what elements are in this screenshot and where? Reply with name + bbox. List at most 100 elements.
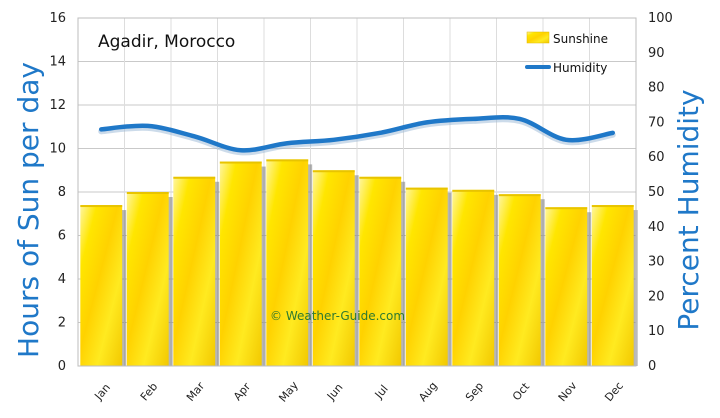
bar-top-edge xyxy=(591,205,634,208)
chart-title: Agadir, Morocco xyxy=(98,32,235,52)
y-right-tick-label: 40 xyxy=(648,220,665,235)
x-tick-label: Oct xyxy=(510,380,533,403)
bar-top-edge xyxy=(266,159,309,162)
humidity-point xyxy=(285,141,289,145)
plot-frame xyxy=(77,17,637,367)
bar-shadow xyxy=(400,181,406,366)
legend-label-sunshine: Sunshine xyxy=(553,32,608,46)
bar-group xyxy=(452,189,499,366)
bar-group xyxy=(498,194,545,366)
bar-group xyxy=(591,205,638,366)
y-right-tick-label: 80 xyxy=(648,81,665,96)
bar xyxy=(498,194,541,366)
humidity-point xyxy=(192,134,196,138)
bar-group xyxy=(405,187,452,366)
x-tick-label: Jun xyxy=(324,381,346,403)
bar-top-edge xyxy=(498,194,541,197)
bar-shadow xyxy=(586,212,592,366)
bar-top-edge xyxy=(545,207,588,210)
y-right-tick-label: 100 xyxy=(648,11,673,26)
bar-top-edge xyxy=(452,189,495,192)
x-tick-label: Apr xyxy=(231,380,253,403)
bar-shadow xyxy=(307,164,313,366)
x-tick-label: Aug xyxy=(416,379,440,404)
y-right-tick-label: 20 xyxy=(648,289,665,304)
x-tick-label: Feb xyxy=(138,380,160,403)
bar-shadow xyxy=(121,210,127,366)
y-axis-right-title: Percent Humidity xyxy=(672,89,705,330)
humidity-point xyxy=(239,148,243,152)
bar xyxy=(545,207,588,366)
bar-group xyxy=(545,207,592,366)
bar-top-edge xyxy=(359,176,402,179)
y-left-tick-label: 14 xyxy=(49,55,66,70)
watermark: © Weather-Guide.com xyxy=(270,309,405,323)
x-tick-label: Dec xyxy=(602,379,626,404)
bar-shadow xyxy=(493,194,499,366)
humidity-point xyxy=(564,138,568,142)
bar-group xyxy=(219,161,266,366)
humidity-point xyxy=(611,131,615,135)
bar xyxy=(219,161,262,366)
humidity-point xyxy=(518,117,522,121)
legend-label-humidity: Humidity xyxy=(553,61,607,75)
bar-top-edge xyxy=(405,187,448,190)
y-left-tick-label: 12 xyxy=(49,98,66,113)
bar-shadow xyxy=(214,181,220,366)
bar xyxy=(452,189,495,366)
y-right-tick-label: 50 xyxy=(648,185,665,200)
bar xyxy=(80,205,123,366)
y-left-tick-label: 10 xyxy=(49,142,66,157)
bar-top-edge xyxy=(312,170,355,173)
x-tick-label: Nov xyxy=(556,379,580,404)
bar-shadow xyxy=(446,192,452,366)
bar xyxy=(591,205,634,366)
humidity-point xyxy=(146,124,150,128)
y-left-tick-label: 2 xyxy=(58,316,66,331)
humidity-line xyxy=(99,114,615,153)
humidity-point xyxy=(471,117,475,121)
bar-shadow xyxy=(167,197,173,366)
bar-group xyxy=(80,205,127,366)
bar-top-edge xyxy=(80,205,123,208)
y-left-tick-label: 6 xyxy=(58,229,66,244)
bar-shadow xyxy=(260,166,266,366)
y-right-tick-label: 60 xyxy=(648,150,665,165)
y-left-tick-label: 8 xyxy=(58,185,66,200)
bar-top-edge xyxy=(219,161,262,164)
bar-group xyxy=(126,192,173,366)
bar-group xyxy=(359,176,406,366)
y-left-tick-label: 0 xyxy=(58,359,66,374)
bar-top-edge xyxy=(173,176,216,179)
bar-group xyxy=(312,170,359,366)
bar-group xyxy=(173,176,220,366)
bar xyxy=(405,187,448,366)
humidity-point xyxy=(99,127,103,131)
bar xyxy=(173,176,216,366)
y-right-tick-label: 0 xyxy=(648,359,656,374)
bar xyxy=(359,176,402,366)
bar-shadow xyxy=(632,210,638,366)
y-left-tick-label: 16 xyxy=(49,11,66,26)
bar-group xyxy=(266,159,313,366)
y-right-tick-label: 30 xyxy=(648,255,665,270)
humidity-point xyxy=(378,131,382,135)
bar xyxy=(126,192,169,366)
bar-shadow xyxy=(539,199,545,366)
x-tick-label: Jul xyxy=(372,382,391,401)
humidity-point xyxy=(332,138,336,142)
bar-top-edge xyxy=(126,192,169,194)
x-tick-label: Mar xyxy=(184,379,208,404)
legend-swatch-sunshine xyxy=(526,31,550,44)
x-tick-label: Jan xyxy=(91,381,113,403)
y-right-tick-label: 70 xyxy=(648,115,665,130)
bar xyxy=(266,159,309,366)
y-right-tick-label: 90 xyxy=(648,46,665,61)
y-left-tick-label: 4 xyxy=(58,272,66,287)
y-axis-left-title: Hours of Sun per day xyxy=(12,62,45,358)
x-tick-label: Sep xyxy=(463,380,486,404)
x-tick-label: May xyxy=(276,378,301,404)
bar xyxy=(312,170,355,366)
